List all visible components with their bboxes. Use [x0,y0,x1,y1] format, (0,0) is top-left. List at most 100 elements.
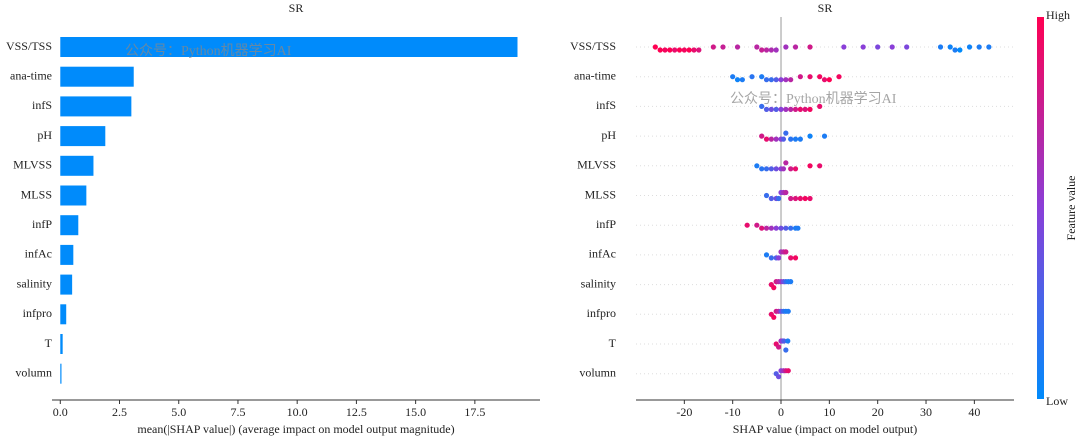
category-label: infP [32,217,52,231]
shap-dot [792,136,799,142]
shap-dot [783,106,789,112]
shap-dot [768,166,774,172]
shap-dot [773,77,779,83]
shap-dot [754,222,760,228]
shap-dot [734,44,741,50]
shap-dot [771,285,777,291]
shap-dot [875,44,881,50]
category-label: infS [596,98,616,112]
shap-dot [937,44,944,50]
bar [60,126,106,147]
shap-dot [759,47,765,53]
shap-dot [783,77,789,83]
chart-title: SR [818,1,833,15]
category-label: ana-time [10,68,52,82]
shap-dot [817,163,823,169]
x-tick-label: 0 [778,405,784,419]
shap-dot [759,166,765,172]
shap-dot [763,106,770,112]
shap-dot [889,44,895,50]
shap-dot [768,106,774,112]
shap-dot [788,195,794,202]
category-label: ana-time [574,68,616,82]
shap-dot [773,106,779,112]
shap-dot [773,166,779,172]
shap-dot [744,222,750,228]
x-tick-label: 30 [920,405,932,419]
x-tick-label: -20 [676,405,692,419]
shap-dot [763,166,770,172]
shap-dot [759,225,765,231]
shap-dot [778,77,784,83]
shap-dot [773,136,779,142]
shap-dot [783,225,789,231]
x-tick-label: 5.0 [171,405,186,419]
category-label: infpro [23,306,52,320]
shap-dot [957,47,963,53]
category-label: infpro [587,306,616,320]
shap-dot [667,47,673,53]
colorbar-low: Low [1046,394,1068,408]
category-label: VSS/TSS [6,39,52,53]
category-label: pH [601,128,616,142]
shap-dot [788,279,794,285]
shap-dot [763,47,770,53]
shap-dot [771,314,777,320]
category-label: infAc [25,247,52,261]
shap-dot [841,44,847,50]
shap-dot [802,106,808,112]
shap-dot [783,44,789,50]
category-label: MLVSS [577,158,616,172]
shap-dot [768,255,774,261]
shap-dot [792,44,799,50]
bar [60,363,62,384]
category-label: MLVSS [13,158,52,172]
category-label: T [45,336,53,350]
shap-dot [657,47,663,53]
bar [60,215,79,236]
shap-dot [807,106,813,112]
shap-dot [763,252,770,258]
shap-dot [768,225,774,231]
shap-dot [821,133,828,139]
shap-dot [710,44,716,50]
shap-dot [783,249,789,255]
x-tick-label: 10 [823,405,835,419]
watermark: 公众号：Python机器学习AI [730,91,897,107]
shap-dot [807,163,813,169]
bar [60,66,134,87]
x-axis-label: mean(|SHAP value|) (average impact on mo… [137,422,454,436]
shap-dot [773,47,779,53]
shap-dot [759,74,765,80]
shap-dot [781,338,787,344]
shap-dot [797,106,803,112]
shap-dot [773,225,779,231]
category-label: MLSS [21,187,52,201]
shap-dot [720,44,726,50]
bar [60,185,87,206]
x-tick-label: 12.5 [346,405,367,419]
shap-dot [759,103,765,109]
x-tick-label: 0.0 [53,405,68,419]
shap-dot [792,106,799,112]
shap-dot [681,47,687,53]
shap-dot [775,195,782,202]
shap-dot [788,225,794,231]
shap-dot [768,47,774,53]
shap-dot [904,44,910,50]
category-label: VSS/TSS [570,39,616,53]
shap-dot [797,74,803,80]
shap-dot [952,47,958,53]
shap-dot [785,338,791,344]
colorbar [1037,17,1044,399]
shap-dot [860,44,866,50]
shap-dot [788,136,794,142]
shap-dot [797,195,803,202]
shap-dot [775,344,782,350]
shap-dot [749,74,755,80]
x-tick-label: 10.0 [287,405,308,419]
chart-title: SR [289,1,304,15]
x-tick-label: 40 [968,405,980,419]
shap-dot [947,44,953,50]
bar [60,274,73,295]
